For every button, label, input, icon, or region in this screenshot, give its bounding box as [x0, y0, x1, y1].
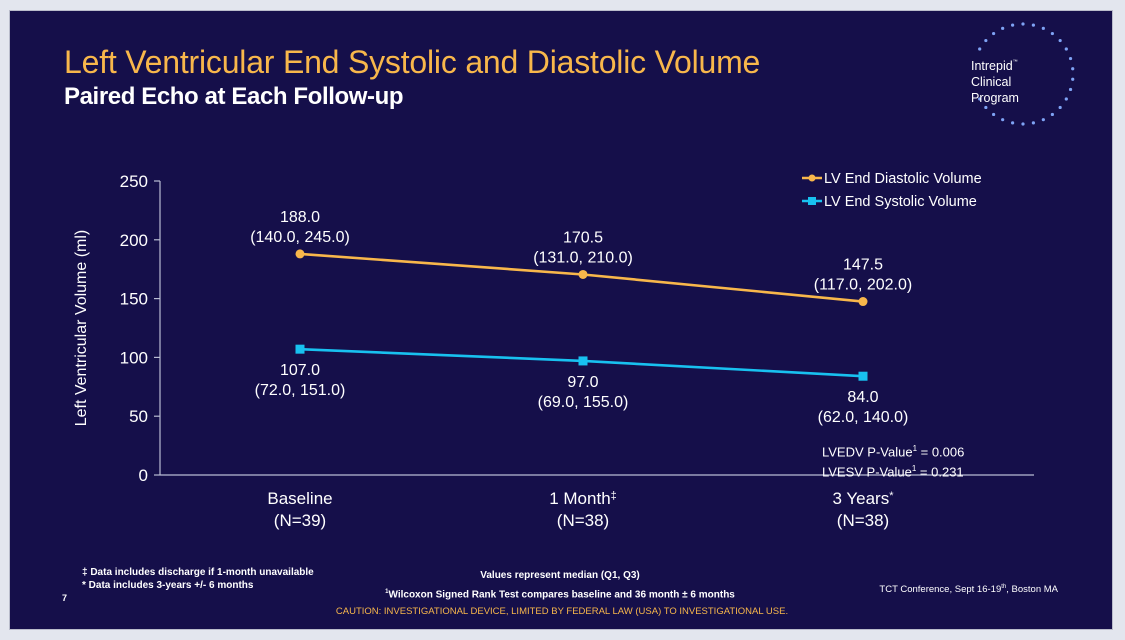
data-point — [578, 269, 588, 279]
logo-dot — [1050, 31, 1054, 36]
logo-dot — [984, 105, 988, 110]
series-layer: 188.0 (140.0, 245.0) 170.5 (131.0, 210.0) 14… — [250, 209, 912, 426]
x-tick-label: 1 Month‡ — [549, 489, 617, 508]
footnote-discharge: ‡ Data includes discharge if 1-month una… — [82, 567, 314, 578]
logo-dot — [1071, 77, 1075, 81]
data-label-median: 188.0 — [280, 209, 320, 226]
x-tick-n-label: (N=38) — [557, 511, 609, 530]
logo-dot — [1021, 122, 1025, 126]
page-number: 7 — [62, 593, 68, 603]
data-label-median: 147.5 — [843, 257, 883, 274]
conference-citation: TCT Conference, Sept 16-19th, Boston MA — [879, 584, 1058, 596]
logo-dot — [1001, 118, 1005, 122]
legend: LV End Diastolic Volume LV End Systolic V… — [802, 171, 982, 210]
footnote-wilcoxon: 1Wilcoxon Signed Rank Test compares base… — [385, 589, 735, 601]
legend-marker-circle — [808, 174, 816, 182]
data-point — [858, 297, 868, 307]
logo-dot — [984, 38, 988, 43]
data-point — [578, 356, 588, 366]
logo-dot — [1011, 23, 1015, 27]
legend-label: LV End Diastolic Volume — [824, 171, 982, 187]
logo-dot — [1058, 105, 1062, 110]
dotted-circle-logo-icon — [978, 22, 1075, 126]
footnotes-center: Values represent median (Q1, Q3) 1Wilcox… — [350, 568, 770, 603]
y-tick-label: 150 — [120, 290, 148, 309]
logo-dot — [978, 47, 982, 51]
trademark-symbol: ™ — [1012, 59, 1018, 65]
data-label-iqr: (72.0, 151.0) — [255, 382, 346, 399]
data-label-iqr: (62.0, 140.0) — [818, 409, 909, 426]
x-tick-label: Baseline — [267, 489, 332, 508]
data-label-median: 84.0 — [847, 389, 878, 406]
logo-line-3: Program — [971, 91, 1019, 105]
legend-item: LV End Diastolic Volume — [802, 171, 982, 187]
logo-dot — [1031, 121, 1035, 125]
logo-dot — [1068, 56, 1073, 61]
logo-dot — [1071, 67, 1075, 71]
logo-dot — [1041, 26, 1045, 30]
data-point — [858, 371, 868, 381]
x-tick-n-label: (N=38) — [837, 511, 889, 530]
logo-dot — [992, 112, 996, 117]
footnote-3-years: * Data includes 3-years +/- 6 months — [82, 580, 254, 591]
axes: 0 50 100 150 200 250 Baseline (N=39) 1 Month‡ (N=… — [120, 172, 1034, 530]
program-logo-text: Intrepid™ Clinical Program — [971, 54, 1019, 106]
data-label-iqr: (140.0, 245.0) — [250, 229, 350, 246]
series-lv-end-diastolic-volume: 188.0 (140.0, 245.0) 170.5 (131.0, 210.0) 14… — [250, 209, 912, 307]
logo-dot — [1021, 22, 1025, 26]
footnotes-left: ‡ Data includes discharge if 1-month una… — [82, 566, 314, 592]
y-axis-label: Left Ventricular Volume (ml) — [73, 230, 90, 427]
x-tick-n-label: (N=39) — [274, 511, 326, 530]
logo-dot — [1068, 87, 1073, 92]
caution-statement: CAUTION: INVESTIGATIONAL DEVICE, LIMITED… — [335, 606, 789, 617]
logo-dot — [1050, 112, 1054, 117]
data-point — [295, 249, 305, 259]
lvedv-p-value: LVEDV P-Value1 = 0.006 — [822, 444, 965, 460]
slide: Left Ventricular End Systolic and Diasto… — [9, 10, 1113, 630]
y-tick-label: 50 — [129, 407, 148, 426]
p-values: LVEDV P-Value1 = 0.006 LVESV P-Value1 = … — [822, 440, 964, 481]
legend-marker-square — [808, 197, 816, 205]
slide-title: Left Ventricular End Systolic and Diasto… — [64, 44, 761, 80]
logo-dot — [1058, 38, 1062, 43]
y-tick-label: 200 — [120, 231, 148, 250]
data-label-median: 97.0 — [567, 374, 598, 391]
y-tick-label: 250 — [120, 172, 148, 191]
logo-dot — [978, 97, 982, 101]
y-tick-label: 100 — [120, 348, 148, 367]
logo-line-2: Clinical — [971, 75, 1012, 89]
slide-subtitle: Paired Echo at Each Follow-up — [64, 83, 404, 110]
series-lv-end-systolic-volume: 107.0 (72.0, 151.0) 97.0 (69.0, 155.0) 84.0 (… — [255, 344, 909, 426]
legend-item: LV End Systolic Volume — [802, 194, 977, 210]
logo-dot — [992, 31, 996, 36]
x-tick-label: 3 Years* — [832, 489, 894, 508]
line-chart: Left Ventricular Volume (ml) 0 50 100 150 20… — [73, 171, 1034, 530]
legend-label: LV End Systolic Volume — [824, 194, 977, 210]
lvesv-p-value: LVESV P-Value1 = 0.231 — [822, 464, 964, 480]
data-label-median: 170.5 — [563, 229, 603, 246]
logo-dot — [1031, 23, 1035, 27]
data-label-median: 107.0 — [280, 362, 320, 379]
logo-dot — [1064, 47, 1068, 51]
data-label-iqr: (69.0, 155.0) — [538, 394, 629, 411]
y-tick-label: 0 — [139, 466, 148, 485]
logo-line-1: Intrepid — [971, 59, 1013, 73]
logo-dot — [1064, 97, 1068, 101]
data-label-iqr: (131.0, 210.0) — [533, 249, 633, 266]
footnote-median: Values represent median (Q1, Q3) — [480, 570, 640, 581]
logo-dot — [1011, 121, 1015, 125]
logo-dot — [1041, 118, 1045, 122]
data-label-iqr: (117.0, 202.0) — [814, 277, 912, 294]
data-point — [295, 344, 305, 354]
logo-dot — [1001, 26, 1005, 30]
